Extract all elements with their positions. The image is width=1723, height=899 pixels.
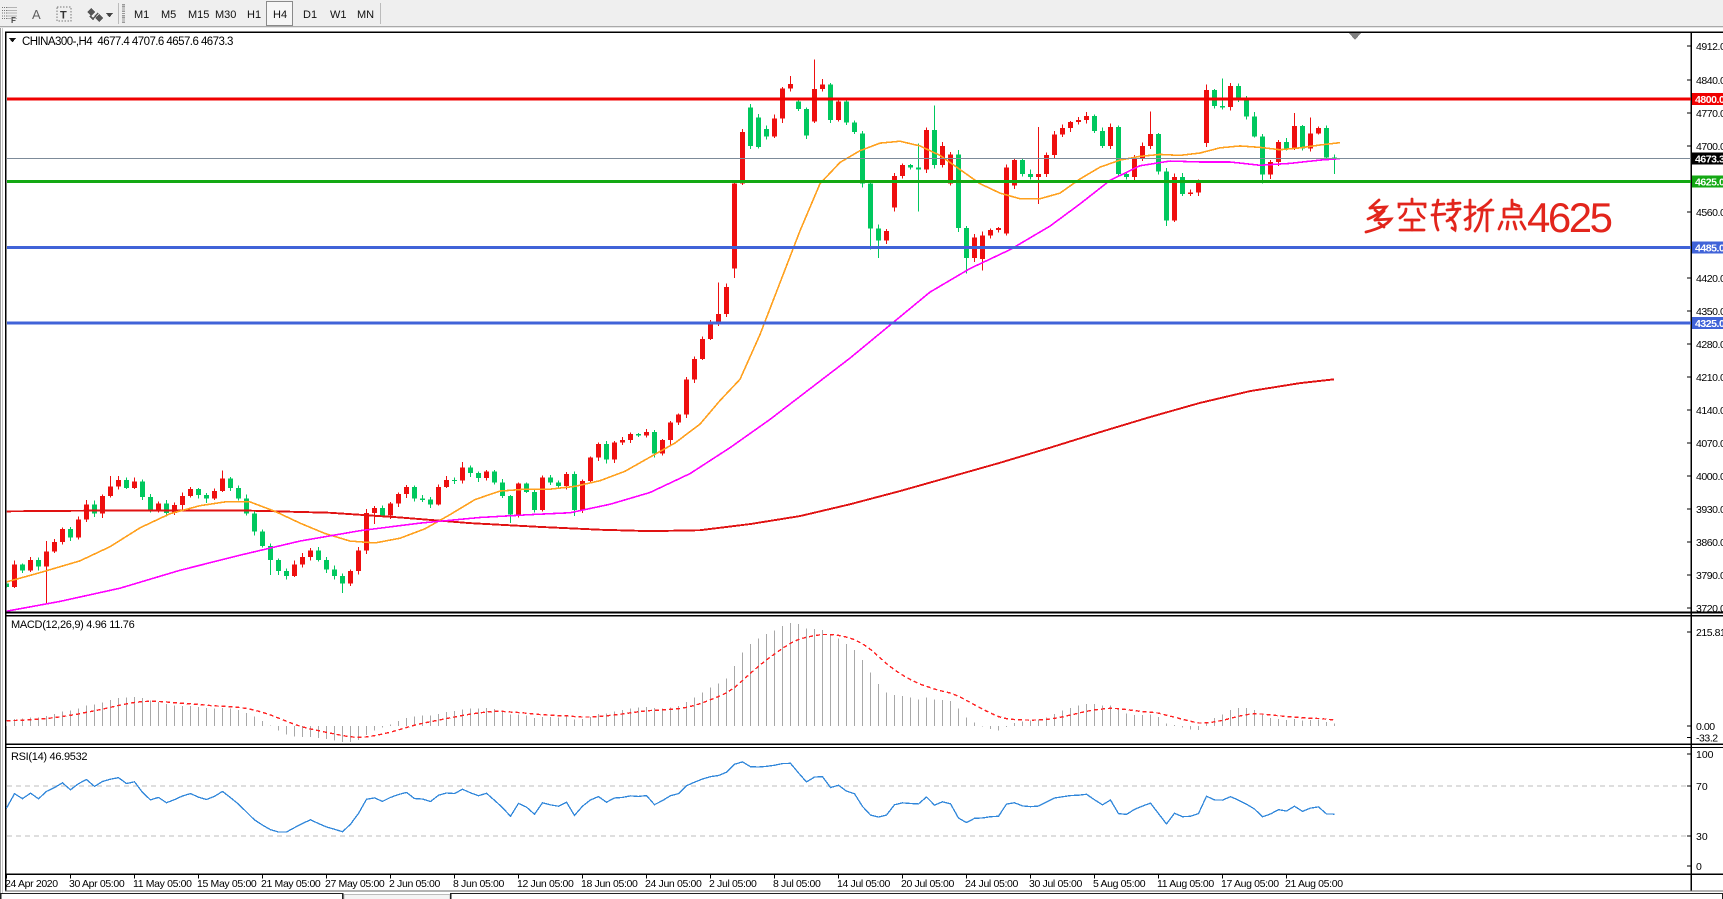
svg-text:D1: D1 <box>303 9 317 21</box>
svg-text:4840.0: 4840.0 <box>1696 75 1723 87</box>
svg-text:4625: 4625 <box>1527 194 1612 241</box>
svg-text:H4: H4 <box>273 9 287 21</box>
svg-text:14 Jul 05:00: 14 Jul 05:00 <box>837 878 891 890</box>
svg-text:4070.0: 4070.0 <box>1696 438 1723 450</box>
svg-text:100: 100 <box>1696 749 1714 761</box>
svg-text:0.00: 0.00 <box>1696 721 1715 733</box>
svg-text:24 Apr 2020: 24 Apr 2020 <box>5 878 58 890</box>
svg-text:4350.0: 4350.0 <box>1696 306 1723 318</box>
svg-text:2 Jul 05:00: 2 Jul 05:00 <box>709 878 757 890</box>
svg-text:M5: M5 <box>161 9 176 21</box>
svg-text:4700.0: 4700.0 <box>1696 141 1723 153</box>
svg-text:12 Jun 05:00: 12 Jun 05:00 <box>517 878 574 890</box>
svg-text:4673.3: 4673.3 <box>1695 154 1723 166</box>
svg-text:T: T <box>60 10 67 22</box>
svg-text:M1: M1 <box>134 9 149 21</box>
svg-text:4420.0: 4420.0 <box>1696 273 1723 285</box>
svg-text:MACD(12,26,9) 4.96 11.76: MACD(12,26,9) 4.96 11.76 <box>11 619 135 631</box>
svg-text:21 Aug 05:00: 21 Aug 05:00 <box>1285 878 1343 890</box>
svg-text:30 Jul 05:00: 30 Jul 05:00 <box>1029 878 1083 890</box>
svg-text:MN: MN <box>357 9 374 21</box>
svg-text:4625.0: 4625.0 <box>1695 176 1723 188</box>
svg-text:RSI(14) 46.9532: RSI(14) 46.9532 <box>11 751 87 763</box>
svg-text:0: 0 <box>1696 861 1702 873</box>
svg-text:M15: M15 <box>188 9 209 21</box>
svg-text:24 Jun 05:00: 24 Jun 05:00 <box>645 878 702 890</box>
svg-text:3860.0: 3860.0 <box>1696 537 1723 549</box>
svg-text:3930.0: 3930.0 <box>1696 504 1723 516</box>
svg-text:30 Apr 05:00: 30 Apr 05:00 <box>69 878 125 890</box>
svg-text:11 Aug 05:00: 11 Aug 05:00 <box>1157 878 1214 890</box>
svg-text:215.81: 215.81 <box>1696 627 1723 639</box>
svg-text:F: F <box>11 16 16 25</box>
svg-text:17 Aug 05:00: 17 Aug 05:00 <box>1221 878 1279 890</box>
svg-text:18 Jun 05:00: 18 Jun 05:00 <box>581 878 638 890</box>
svg-text:M30: M30 <box>215 9 236 21</box>
svg-text:27 May 05:00: 27 May 05:00 <box>325 878 385 890</box>
svg-text:21 May 05:00: 21 May 05:00 <box>261 878 321 890</box>
svg-text:2 Jun 05:00: 2 Jun 05:00 <box>389 878 441 890</box>
svg-text:A: A <box>32 7 41 22</box>
svg-text:20 Jul 05:00: 20 Jul 05:00 <box>901 878 955 890</box>
svg-text:5 Aug 05:00: 5 Aug 05:00 <box>1093 878 1146 890</box>
svg-text:11 May 05:00: 11 May 05:00 <box>133 878 192 890</box>
svg-text:4000.0: 4000.0 <box>1696 471 1723 483</box>
svg-text:H1: H1 <box>247 9 261 21</box>
svg-text:70: 70 <box>1696 781 1708 793</box>
svg-text:4210.0: 4210.0 <box>1696 372 1723 384</box>
svg-text:CHINA300-,H4 4677.4 4707.6 46: CHINA300-,H4 4677.4 4707.6 4657.6 4673.3 <box>22 36 233 48</box>
svg-text:4912.0: 4912.0 <box>1696 41 1723 53</box>
svg-text:8 Jun 05:00: 8 Jun 05:00 <box>453 878 505 890</box>
svg-text:8 Jul 05:00: 8 Jul 05:00 <box>773 878 821 890</box>
svg-text:24 Jul 05:00: 24 Jul 05:00 <box>965 878 1019 890</box>
svg-text:4800.0: 4800.0 <box>1695 94 1723 106</box>
svg-text:30: 30 <box>1696 831 1708 843</box>
svg-text:4560.0: 4560.0 <box>1696 207 1723 219</box>
svg-text:-33.2: -33.2 <box>1696 732 1718 744</box>
svg-text:4280.0: 4280.0 <box>1696 339 1723 351</box>
svg-text:3790.0: 3790.0 <box>1696 570 1723 582</box>
svg-text:4485.0: 4485.0 <box>1695 242 1723 254</box>
svg-text:4140.0: 4140.0 <box>1696 405 1723 417</box>
svg-text:4325.0: 4325.0 <box>1695 318 1723 330</box>
svg-text:15 May 05:00: 15 May 05:00 <box>197 878 257 890</box>
svg-text:W1: W1 <box>330 9 347 21</box>
svg-text:4770.0: 4770.0 <box>1696 108 1723 120</box>
